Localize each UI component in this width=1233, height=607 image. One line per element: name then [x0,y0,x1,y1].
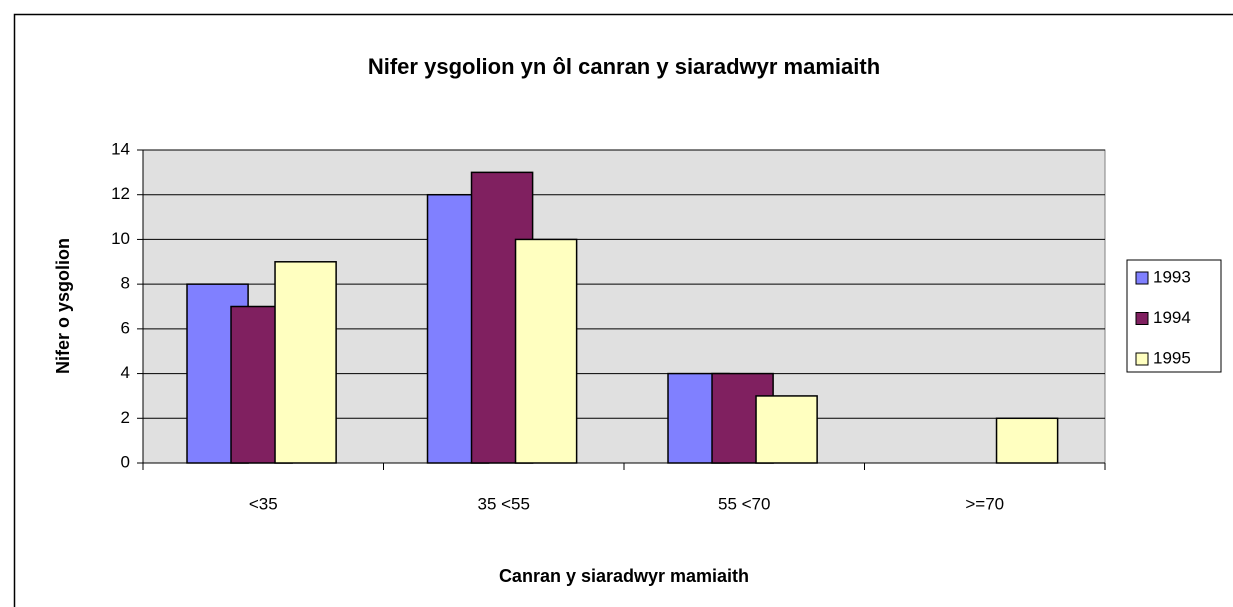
bar [514,238,578,464]
legend-swatch [1135,271,1149,285]
bar [755,395,818,464]
y-tick-label: 4 [121,363,130,382]
y-tick-label: 12 [111,184,130,203]
legend-label: 1994 [1153,308,1191,327]
legend-swatch [1135,312,1149,325]
x-tick-label: 55 <70 [718,494,770,513]
legend-swatch [1135,352,1149,366]
legend-label: 1993 [1153,267,1191,286]
bar [995,417,1059,464]
y-axis-title: Nifer o ysgolion [53,238,73,374]
legend-label: 1995 [1153,348,1191,367]
x-tick-label: 35 <55 [478,494,530,513]
y-tick-label: 0 [121,452,130,471]
x-axis-title: Canran y siaradwyr mamiaith [499,566,749,586]
x-tick-label: >=70 [965,494,1004,513]
y-tick-label: 2 [121,408,130,427]
x-tick-label: <35 [249,494,278,513]
y-tick-label: 14 [111,139,130,158]
y-tick-label: 8 [121,274,130,293]
y-tick-label: 10 [111,229,130,248]
y-tick-label: 6 [121,318,130,337]
chart-title: Nifer ysgolion yn ôl canran y siaradwyr … [368,54,880,79]
bar [274,261,337,464]
